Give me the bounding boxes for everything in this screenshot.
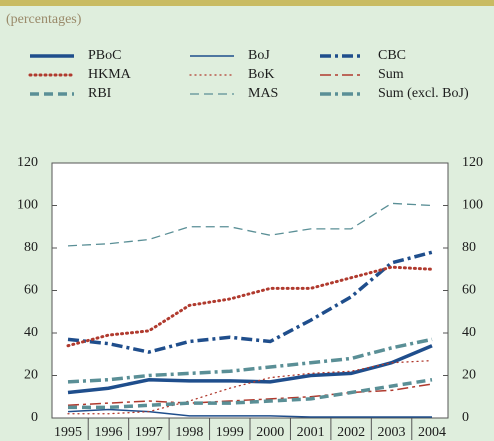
x-tick-label: 2002 xyxy=(337,425,365,440)
series-line xyxy=(66,265,434,348)
x-tick-label: 1995 xyxy=(54,425,82,440)
series-line xyxy=(67,250,433,354)
y-tick-label: 20 xyxy=(24,368,38,383)
x-tick-label: 2001 xyxy=(297,425,325,440)
y2-tick-label: 80 xyxy=(462,240,476,255)
y-tick-label: 60 xyxy=(24,283,38,298)
legend-label: Sum (excl. BoJ) xyxy=(378,86,469,101)
y-tick-label: 120 xyxy=(17,155,38,170)
x-tick-label: 1998 xyxy=(175,425,203,440)
y2-tick-label: 100 xyxy=(462,198,483,213)
plot-area xyxy=(51,162,449,419)
series-line xyxy=(67,337,433,384)
y2-tick-label: 60 xyxy=(462,283,476,298)
x-tick-label: 1999 xyxy=(216,425,244,440)
legend-label: Sum xyxy=(378,67,404,82)
series-line xyxy=(67,202,433,247)
legend-label: MAS xyxy=(248,86,278,101)
y-tick-label: 80 xyxy=(24,240,38,255)
y2-tick-label: 120 xyxy=(462,155,483,170)
series-line xyxy=(67,359,433,415)
legend-label: BoJ xyxy=(248,48,270,63)
x-tick-label: 2004 xyxy=(418,425,446,440)
series-line xyxy=(67,408,432,418)
x-tick-label: 2000 xyxy=(256,425,284,440)
chart-subtitle: (percentages) xyxy=(6,12,82,27)
legend-label: CBC xyxy=(378,48,406,63)
series-line xyxy=(68,378,433,410)
y-tick-label: 40 xyxy=(24,325,38,340)
x-tick-label: 1996 xyxy=(94,425,122,440)
x-tick-label: 2003 xyxy=(378,425,406,440)
y-tick-label: 0 xyxy=(31,410,38,425)
top-strip xyxy=(0,0,494,6)
legend-label: HKMA xyxy=(88,67,132,82)
y2-tick-label: 0 xyxy=(462,410,469,425)
legend-label: RBI xyxy=(88,86,112,101)
y2-tick-label: 40 xyxy=(462,325,476,340)
legend-label: PBoC xyxy=(88,48,121,63)
y2-tick-label: 20 xyxy=(462,368,476,383)
legend-label: BoK xyxy=(248,67,274,82)
series-line xyxy=(67,344,433,395)
series-line xyxy=(67,383,433,406)
x-tick-label: 1997 xyxy=(135,425,163,440)
y-tick-label: 100 xyxy=(17,198,38,213)
